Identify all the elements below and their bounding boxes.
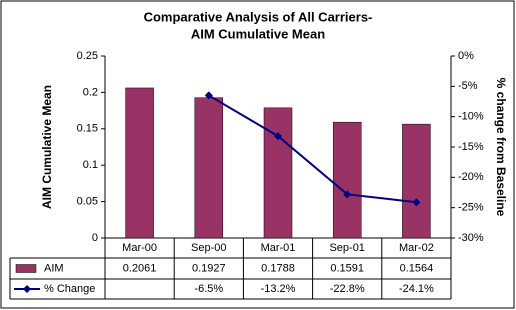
table-cell: -6.5% bbox=[194, 283, 223, 295]
marker bbox=[204, 91, 213, 100]
y-tick-label: 0.1 bbox=[83, 159, 98, 171]
legend-key bbox=[15, 264, 37, 273]
marker bbox=[274, 132, 282, 141]
y2-tick-label: -5% bbox=[458, 80, 478, 92]
y-tick-label: 0.05 bbox=[77, 196, 98, 208]
x-tick-label: Mar-02 bbox=[399, 242, 434, 254]
x-tick-label: Mar-01 bbox=[261, 242, 296, 254]
y2-tick-label: 0% bbox=[458, 50, 474, 62]
y2-tick-label: -25% bbox=[458, 202, 484, 214]
table-cell: 0.1564 bbox=[400, 262, 434, 274]
line bbox=[208, 94, 417, 204]
y-tick-label: 0.2 bbox=[83, 86, 98, 98]
legend-label: AIM bbox=[44, 262, 64, 274]
y-tick-label: 0.15 bbox=[77, 123, 98, 135]
y2-tick-label: -10% bbox=[458, 111, 484, 123]
x-tick-label: Mar-00 bbox=[122, 242, 157, 254]
table-cell: 0.2061 bbox=[123, 262, 157, 274]
legend-label: % Change bbox=[44, 283, 95, 295]
table-cell: -24.1% bbox=[399, 283, 434, 295]
bar bbox=[263, 107, 293, 239]
table-cell: 0.1927 bbox=[192, 262, 226, 274]
table-cell: -22.8% bbox=[330, 283, 365, 295]
table-cell: 0.1591 bbox=[330, 262, 364, 274]
legend-key bbox=[23, 285, 31, 293]
bar bbox=[125, 87, 154, 239]
y2-tick-label: -30% bbox=[458, 232, 484, 244]
y-axis-title: AIM Cumulative Mean bbox=[40, 85, 54, 209]
table-cell: -13.2% bbox=[261, 283, 296, 295]
y-tick-label: 0 bbox=[92, 232, 98, 244]
chart-title: AIM Cumulative Mean bbox=[191, 26, 325, 41]
bar bbox=[194, 97, 224, 239]
chart-title: Comparative Analysis of All Carriers- bbox=[144, 9, 373, 24]
x-tick-label: Sep-01 bbox=[329, 242, 364, 254]
y2-tick-label: -20% bbox=[458, 171, 484, 183]
y2-tick-label: -15% bbox=[458, 141, 484, 153]
bar bbox=[402, 123, 431, 239]
table-cell: 0.1788 bbox=[261, 262, 295, 274]
x-tick-label: Sep-00 bbox=[191, 242, 226, 254]
marker bbox=[343, 190, 352, 199]
bar bbox=[332, 121, 362, 239]
marker bbox=[412, 198, 421, 207]
y-tick-label: 0.25 bbox=[77, 50, 98, 62]
y2-axis-title: % change from Baseline bbox=[494, 78, 508, 217]
